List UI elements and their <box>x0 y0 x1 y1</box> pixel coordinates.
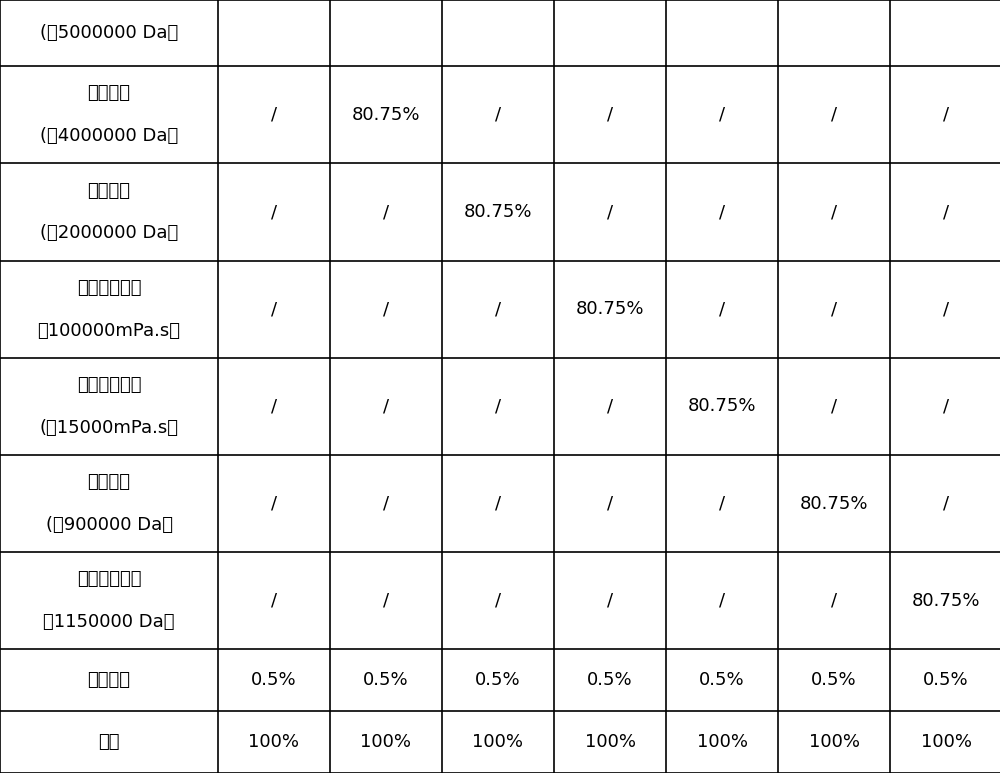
Text: 100%: 100% <box>809 733 860 751</box>
Text: 80.75%: 80.75% <box>800 495 868 512</box>
Text: /: / <box>943 397 949 415</box>
Text: /: / <box>943 300 949 318</box>
Text: /: / <box>271 300 277 318</box>
Text: /: / <box>495 106 501 124</box>
Text: 80.75%: 80.75% <box>912 591 980 610</box>
Text: 100%: 100% <box>473 733 524 751</box>
Text: 0.5%: 0.5% <box>363 671 409 690</box>
Text: /: / <box>607 591 613 610</box>
Text: 聚氧乙烯: 聚氧乙烯 <box>88 84 130 103</box>
Text: 80.75%: 80.75% <box>352 106 420 124</box>
Text: 100%: 100% <box>585 733 636 751</box>
Text: 羟丙甲纤维素: 羟丙甲纤维素 <box>77 279 141 297</box>
Text: /: / <box>943 106 949 124</box>
Text: /: / <box>719 106 725 124</box>
Text: 0.5%: 0.5% <box>587 671 633 690</box>
Text: 0.5%: 0.5% <box>699 671 745 690</box>
Text: /: / <box>495 300 501 318</box>
Text: /: / <box>831 397 837 415</box>
Text: /: / <box>831 106 837 124</box>
Text: /: / <box>383 203 389 221</box>
Text: /: / <box>271 106 277 124</box>
Text: /: / <box>495 397 501 415</box>
Text: (～900000 Da）: (～900000 Da） <box>46 516 173 534</box>
Text: 羟丙甲纤维素: 羟丙甲纤维素 <box>77 376 141 394</box>
Text: 0.5%: 0.5% <box>475 671 521 690</box>
Text: 聚氧乙烯: 聚氧乙烯 <box>88 182 130 199</box>
Text: /: / <box>383 397 389 415</box>
Text: /: / <box>607 203 613 221</box>
Text: /: / <box>495 495 501 512</box>
Text: 0.5%: 0.5% <box>811 671 857 690</box>
Text: /: / <box>831 203 837 221</box>
Text: /: / <box>271 591 277 610</box>
Text: /: / <box>607 495 613 512</box>
Text: (～5000000 Da）: (～5000000 Da） <box>40 24 178 43</box>
Text: /: / <box>495 591 501 610</box>
Text: /: / <box>383 300 389 318</box>
Text: /: / <box>719 495 725 512</box>
Text: (～15000mPa.s）: (～15000mPa.s） <box>40 419 178 437</box>
Text: 100%: 100% <box>697 733 748 751</box>
Text: /: / <box>271 397 277 415</box>
Text: 100%: 100% <box>360 733 412 751</box>
Text: 硬脂酸镁: 硬脂酸镁 <box>88 671 130 690</box>
Text: /: / <box>943 495 949 512</box>
Text: (～2000000 Da）: (～2000000 Da） <box>40 224 178 243</box>
Text: /: / <box>607 397 613 415</box>
Text: 聚氧乙烯: 聚氧乙烯 <box>88 473 130 491</box>
Text: /: / <box>831 591 837 610</box>
Text: /: / <box>271 203 277 221</box>
Text: 80.75%: 80.75% <box>688 397 756 415</box>
Text: 总计: 总计 <box>98 733 120 751</box>
Text: (～4000000 Da）: (～4000000 Da） <box>40 128 178 145</box>
Text: 0.5%: 0.5% <box>923 671 969 690</box>
Text: /: / <box>719 203 725 221</box>
Text: /: / <box>719 300 725 318</box>
Text: 100%: 100% <box>248 733 300 751</box>
Text: （100000mPa.s）: （100000mPa.s） <box>38 322 180 339</box>
Text: 0.5%: 0.5% <box>251 671 297 690</box>
Text: /: / <box>383 495 389 512</box>
Text: （1150000 Da）: （1150000 Da） <box>43 613 175 631</box>
Text: /: / <box>607 106 613 124</box>
Text: /: / <box>719 591 725 610</box>
Text: /: / <box>271 495 277 512</box>
Text: /: / <box>943 203 949 221</box>
Text: 羟丙基纤维素: 羟丙基纤维素 <box>77 570 141 588</box>
Text: 100%: 100% <box>921 733 972 751</box>
Text: 80.75%: 80.75% <box>576 300 644 318</box>
Text: /: / <box>831 300 837 318</box>
Text: 80.75%: 80.75% <box>464 203 532 221</box>
Text: /: / <box>383 591 389 610</box>
